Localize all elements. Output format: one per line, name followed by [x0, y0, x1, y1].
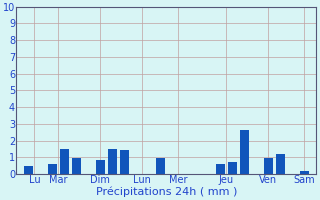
Bar: [228, 162, 236, 174]
Bar: [108, 149, 116, 174]
Bar: [156, 158, 164, 174]
Bar: [240, 130, 249, 174]
Bar: [60, 149, 68, 174]
Bar: [24, 166, 33, 174]
Bar: [48, 164, 57, 174]
Bar: [216, 164, 225, 174]
X-axis label: Précipitations 24h ( mm ): Précipitations 24h ( mm ): [96, 187, 237, 197]
Bar: [96, 160, 105, 174]
Bar: [72, 158, 81, 174]
Bar: [300, 171, 308, 174]
Bar: [120, 150, 129, 174]
Bar: [264, 158, 273, 174]
Bar: [276, 154, 284, 174]
